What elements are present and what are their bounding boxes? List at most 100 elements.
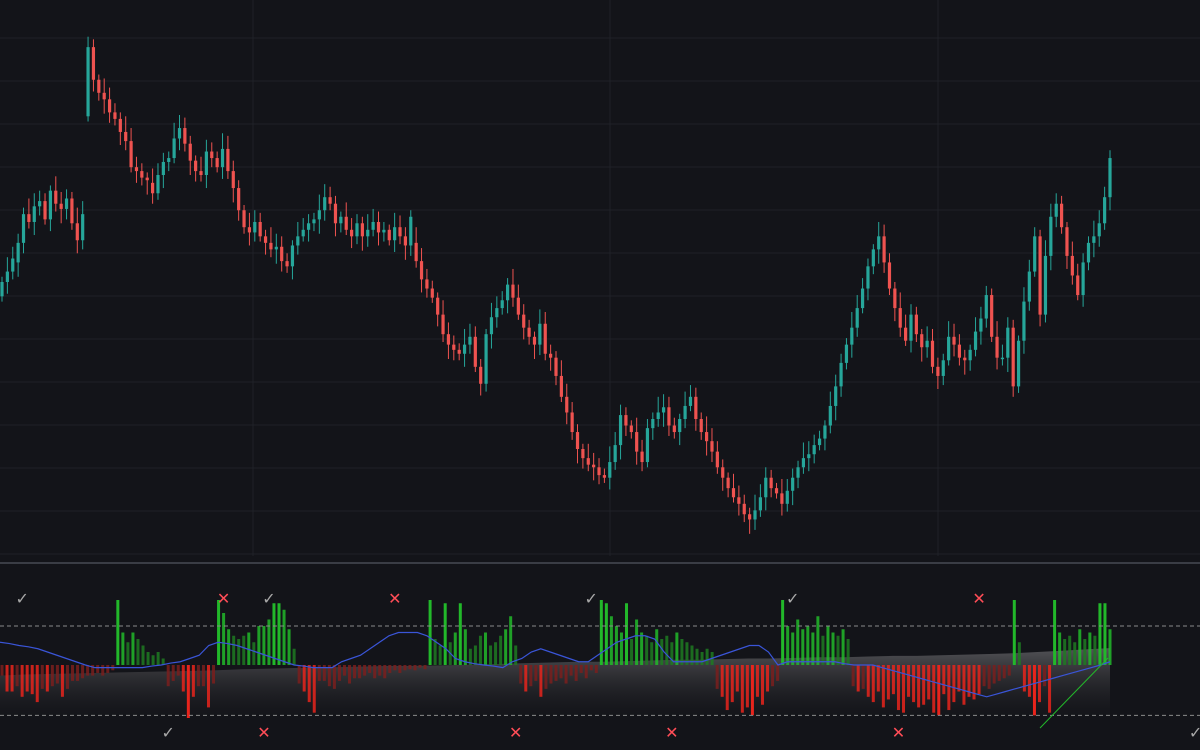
candle-body <box>887 262 892 289</box>
osc-bar-negative <box>866 665 870 697</box>
candle-body <box>995 336 999 358</box>
candle-body <box>957 344 961 358</box>
candle-body <box>75 223 79 241</box>
osc-bar-negative <box>962 665 966 705</box>
osc-bar-positive <box>272 603 276 665</box>
candle-body <box>231 171 235 189</box>
osc-bar-positive <box>473 645 477 665</box>
candle-body <box>333 203 338 224</box>
osc-bar-negative <box>307 665 311 703</box>
osc-bar-positive <box>292 648 296 665</box>
osc-bar-negative <box>886 665 890 700</box>
osc-bar-positive <box>262 626 266 665</box>
osc-bar-positive <box>635 619 639 665</box>
osc-bar-negative <box>212 665 216 684</box>
osc-bar-negative <box>302 665 306 692</box>
candle-body <box>285 261 289 267</box>
osc-bar-negative <box>378 665 382 676</box>
osc-bar-positive <box>604 603 608 665</box>
candle-body <box>188 143 192 161</box>
candle-body <box>844 344 849 363</box>
candle-body <box>183 128 187 144</box>
candle-body <box>1043 255 1048 315</box>
osc-bar-positive <box>796 619 800 665</box>
osc-bar-positive <box>131 632 135 665</box>
candle-body <box>355 223 359 237</box>
candle-body <box>914 314 918 335</box>
candle-body <box>1000 357 1005 360</box>
check-marker-icon: ✓ <box>262 589 275 608</box>
candle-body <box>850 327 854 345</box>
oscillator-signal-line <box>0 631 1111 729</box>
osc-bar-negative <box>750 665 754 716</box>
candle-body <box>1070 255 1074 276</box>
candle-body <box>973 331 978 350</box>
candle-body <box>688 396 693 406</box>
osc-bar-positive <box>660 639 664 665</box>
osc-bar-positive <box>806 626 810 665</box>
osc-bar-negative <box>740 665 744 713</box>
osc-bar-positive <box>277 603 281 665</box>
candle-body <box>360 223 364 237</box>
osc-bar-negative <box>997 665 1001 681</box>
candle-body <box>376 221 381 233</box>
osc-bar-negative <box>358 665 362 679</box>
osc-bar-negative <box>186 665 190 718</box>
candle-body <box>608 462 612 478</box>
candle-body <box>505 284 510 301</box>
osc-bar-positive <box>252 642 256 665</box>
osc-bar-positive <box>801 629 805 665</box>
candle-body <box>651 419 655 429</box>
candle-body <box>635 432 639 452</box>
osc-bar-positive <box>614 626 618 665</box>
candle-body <box>5 271 9 282</box>
candle-body <box>48 190 53 220</box>
osc-bar-negative <box>327 665 331 687</box>
osc-bar-negative <box>589 665 593 671</box>
osc-bar-negative <box>876 665 880 692</box>
candle-body <box>753 510 757 520</box>
candle-body <box>161 161 165 176</box>
osc-bar-positive <box>685 642 689 665</box>
candle-body <box>430 288 434 298</box>
candle-body <box>1049 216 1053 256</box>
candle-body <box>726 477 730 489</box>
osc-bar-positive <box>141 645 145 665</box>
cross-marker-icon: ✕ <box>509 723 522 742</box>
osc-bar-negative <box>912 665 916 703</box>
candle-body <box>446 334 451 345</box>
candle-body <box>102 92 106 100</box>
candle-body <box>909 314 913 341</box>
candle-body <box>91 47 96 80</box>
osc-bar-negative <box>171 665 175 681</box>
osc-bar-negative <box>423 665 427 670</box>
osc-bar-positive <box>836 635 840 665</box>
osc-bar-positive <box>650 642 654 665</box>
osc-bar-positive <box>599 600 603 665</box>
osc-bar-positive <box>670 642 674 665</box>
osc-bar-positive <box>665 635 669 665</box>
candle-body <box>812 445 816 455</box>
osc-bar-negative <box>368 665 372 673</box>
candle-body <box>484 334 488 384</box>
candle-body <box>866 266 870 289</box>
candle-body <box>618 415 623 446</box>
osc-bar-positive <box>428 600 432 665</box>
osc-bar-negative <box>554 665 558 681</box>
osc-bar-negative <box>952 665 956 703</box>
candle-body <box>199 171 203 176</box>
osc-bar-negative <box>1037 665 1041 703</box>
cross-marker-icon: ✕ <box>665 723 678 742</box>
osc-bar-negative <box>574 665 578 681</box>
osc-bar-positive <box>494 642 498 665</box>
osc-bar-positive <box>237 639 241 665</box>
candle-body <box>554 357 558 376</box>
candle-body <box>194 160 198 172</box>
candle-body <box>317 210 321 220</box>
candle-body <box>151 182 155 194</box>
candle-body <box>274 246 278 250</box>
osc-bar-negative <box>297 665 301 684</box>
candle-body <box>877 236 881 250</box>
osc-bar-positive <box>483 632 487 665</box>
